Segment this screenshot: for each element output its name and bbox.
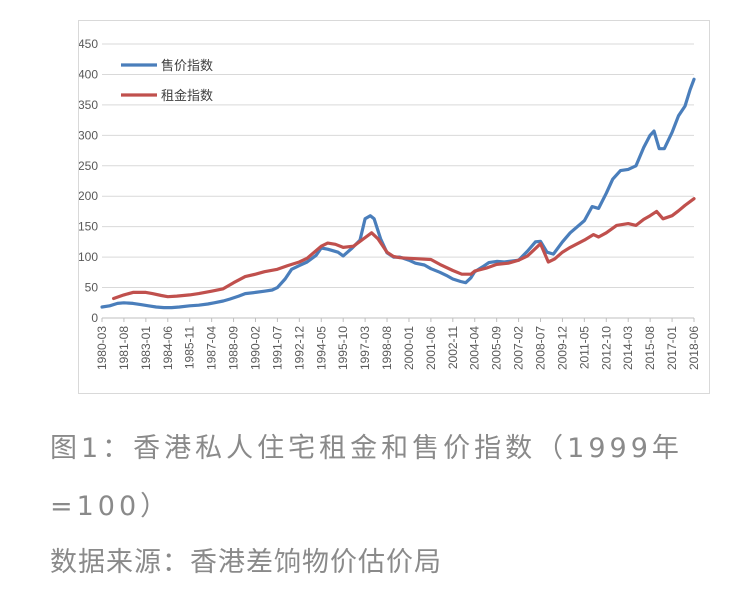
x-tick-label: 2009-12 (555, 326, 569, 370)
data-source-note: 数据来源：香港差饷物价估价局 (50, 547, 442, 578)
x-tick-label: 2017-01 (665, 326, 679, 370)
y-tick-label: 150 (79, 220, 98, 234)
x-tick-label: 1991-07 (270, 326, 284, 370)
x-tick-label: 2004-04 (468, 326, 482, 370)
y-tick-label: 100 (79, 250, 98, 264)
x-tick-label: 1990-02 (248, 326, 262, 370)
x-tick-label: 2011-05 (577, 326, 591, 369)
x-tick-label: 1998-08 (380, 326, 394, 370)
x-tick-label: 1980-03 (95, 326, 109, 370)
x-tick-label: 1985-11 (183, 326, 197, 369)
x-tick-label: 1983-01 (139, 326, 153, 370)
x-tick-label: 2007-02 (512, 326, 526, 370)
legend-label-2: 租金指数 (161, 88, 213, 104)
y-tick-label: 400 (79, 67, 98, 81)
chart-frame: 0 50 100 150 200 250 300 350 400 450 1980-03 1981-0… (78, 20, 710, 394)
y-tick-label: 250 (79, 159, 98, 173)
y-tick-label: 450 (79, 37, 98, 51)
x-tick-label: 1981-08 (117, 326, 131, 370)
legend-label-1: 售价指数 (161, 58, 213, 74)
line-chart: 0 50 100 150 200 250 300 350 400 450 1980-03 1981-0… (79, 37, 701, 370)
series-line-1 (100, 77, 696, 310)
x-tick-label: 1987-04 (205, 326, 219, 370)
x-tick-label: 2012-10 (599, 326, 613, 370)
y-tick-label: 0 (91, 311, 98, 325)
x-tick-label: 2000-01 (402, 326, 416, 370)
x-tick-label: 2002-11 (446, 326, 460, 369)
x-tick-label: 1994-05 (314, 326, 328, 370)
x-tick-label: 2008-07 (534, 326, 548, 370)
x-tick-label: 2005-09 (490, 326, 504, 370)
series-line-2 (112, 197, 696, 301)
x-tick-label: 2014-03 (621, 326, 635, 370)
y-tick-label: 350 (79, 98, 98, 112)
x-tick-label: 1988-09 (227, 326, 241, 370)
x-tick-label: 1992-12 (292, 326, 306, 370)
x-tick-label: 1984-06 (161, 326, 175, 370)
y-tick-label: 50 (85, 281, 99, 295)
x-tick-label: 1995-10 (336, 326, 350, 370)
figure-caption: 图1：香港私人住宅租金和售价指数（1999年=100） (50, 433, 683, 522)
x-tick-label: 2018-06 (687, 326, 701, 370)
x-tick-label: 2001-06 (424, 326, 438, 370)
x-tick-label: 2015-08 (643, 326, 657, 370)
x-tick-label: 1997-03 (358, 326, 372, 370)
y-tick-label: 300 (79, 128, 98, 142)
y-tick-label: 200 (79, 189, 98, 203)
